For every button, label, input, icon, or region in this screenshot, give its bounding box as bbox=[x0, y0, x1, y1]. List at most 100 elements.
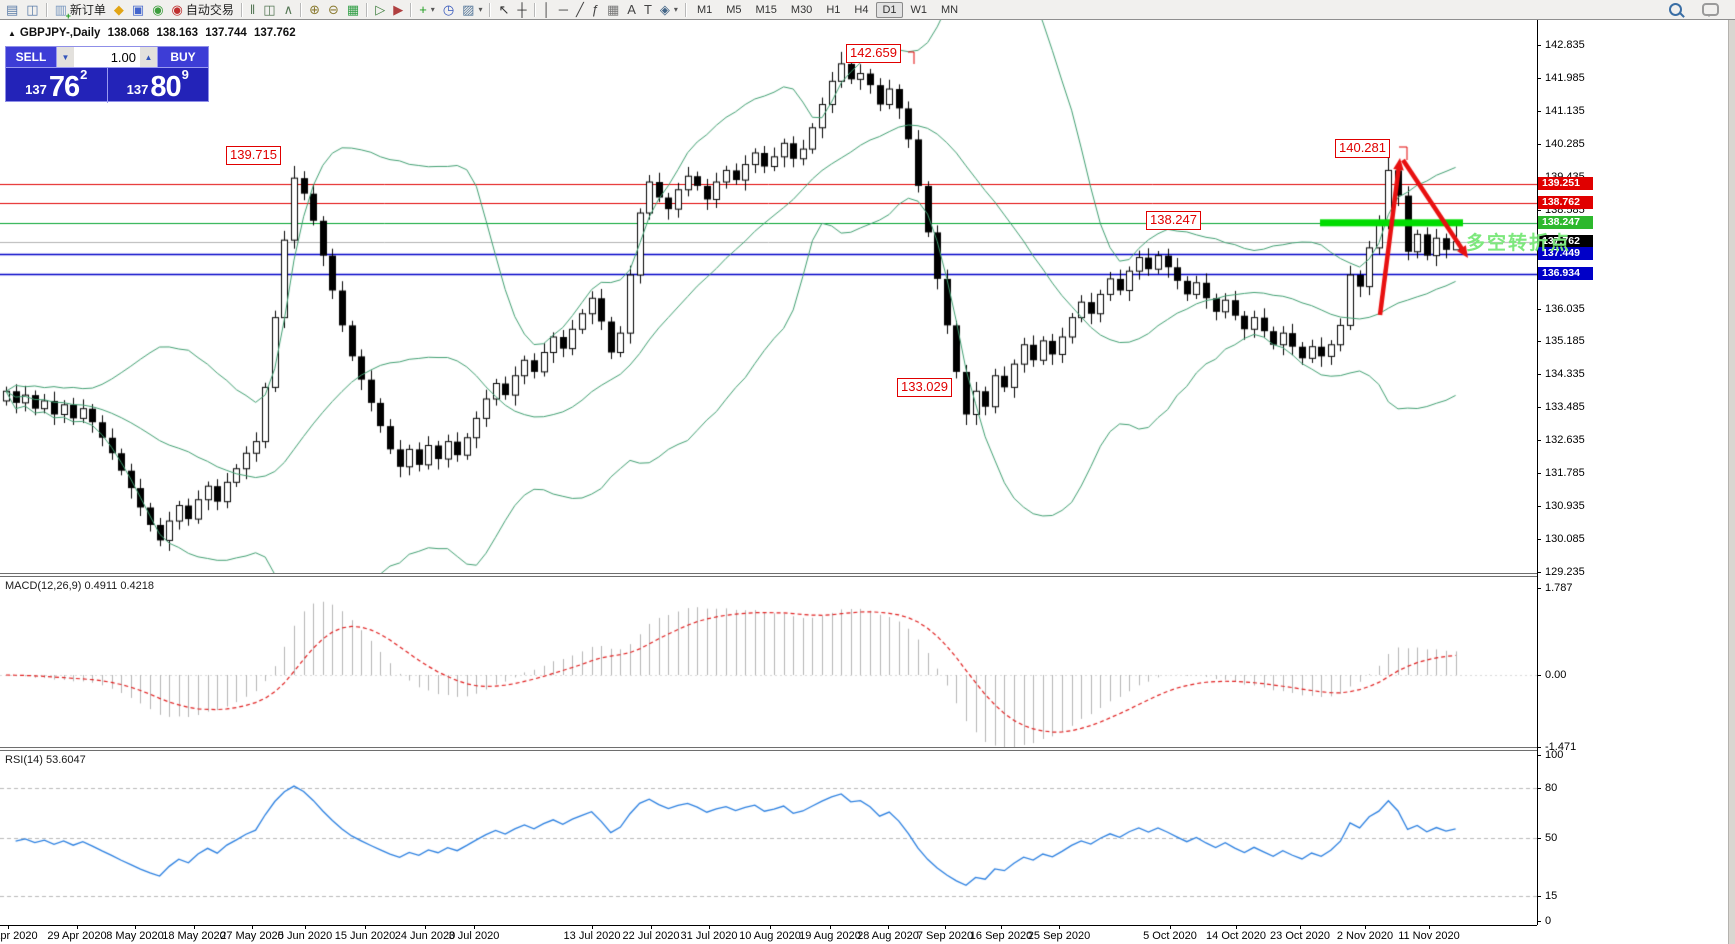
rsi-pane-canvas[interactable] bbox=[0, 751, 1537, 925]
bar-chart-mode-button[interactable]: ‖ bbox=[246, 1, 259, 19]
timeframe-m5-button[interactable]: M5 bbox=[726, 3, 742, 16]
timeframe-w1-button[interactable]: W1 bbox=[910, 3, 928, 16]
timeframe-d1-button[interactable]: D1 bbox=[876, 1, 903, 18]
horizontal-line-button[interactable]: ─ bbox=[555, 1, 572, 19]
period-clock-button[interactable]: ◷ bbox=[439, 1, 458, 19]
axis-tick-label: 80 bbox=[1545, 781, 1558, 794]
buy-button[interactable]: BUY bbox=[158, 47, 208, 67]
crosshair-button[interactable]: ┼ bbox=[513, 1, 530, 19]
date-tick-mark bbox=[1236, 926, 1237, 929]
grid-icon: ▦ bbox=[607, 1, 620, 17]
main-chart-canvas[interactable] bbox=[0, 20, 1537, 573]
timeframe-m1-button[interactable]: M1 bbox=[696, 3, 713, 16]
candlestick-mode-button[interactable]: ◫ bbox=[259, 1, 279, 19]
zoom-out-icon: ⊖ bbox=[328, 1, 339, 17]
macd-pane-canvas[interactable] bbox=[0, 577, 1537, 747]
text-button[interactable]: A bbox=[623, 1, 640, 19]
signals-button[interactable]: ◉ bbox=[148, 1, 167, 19]
buy-price[interactable]: 137 80 9 bbox=[108, 68, 209, 103]
axis-tick-mark bbox=[1537, 143, 1541, 145]
macd-indicator-label: MACD(12,26,9) 0.4911 0.4218 bbox=[5, 580, 154, 592]
new-order-label: 新订单 bbox=[69, 3, 106, 17]
signals-icon: ◉ bbox=[152, 1, 164, 17]
timeframe-h4-button[interactable]: H4 bbox=[854, 3, 869, 16]
pane-separator[interactable] bbox=[0, 747, 1537, 751]
date-tick-label: 16 Sep 2020 bbox=[969, 930, 1033, 942]
price-annotation[interactable]: 133.029 bbox=[897, 378, 952, 397]
toolbar-separator bbox=[240, 2, 243, 17]
terminal-button[interactable]: ▣ bbox=[128, 1, 148, 19]
trend-line-button[interactable]: ╱ bbox=[572, 1, 588, 19]
axis-tick-mark bbox=[1537, 374, 1541, 376]
axis-tick-label: 141.135 bbox=[1545, 104, 1585, 117]
chart-shift-button[interactable]: ▶ bbox=[389, 1, 407, 19]
timeframe-mn-button[interactable]: MN bbox=[941, 3, 959, 16]
chart-template-button[interactable]: ▨ ▾ bbox=[458, 1, 486, 19]
hline-price-tag[interactable]: 137.449 bbox=[1538, 247, 1593, 261]
axis-tick-label: 15 bbox=[1545, 890, 1558, 903]
price-annotation[interactable]: 138.247 bbox=[1146, 211, 1201, 230]
axis-tick-label: 131.785 bbox=[1545, 467, 1585, 480]
date-tick-mark bbox=[1429, 926, 1430, 929]
fibonacci-button[interactable]: ƒ bbox=[588, 1, 603, 19]
hline-price-tag[interactable]: 138.762 bbox=[1538, 196, 1593, 210]
buy-price-sup: 9 bbox=[181, 67, 189, 82]
buy-price-big: 80 bbox=[150, 71, 181, 103]
axis-tick-label: 134.335 bbox=[1545, 368, 1585, 381]
sell-button[interactable]: SELL bbox=[6, 47, 56, 67]
autotrading-button[interactable]: ◉ 自动交易 bbox=[168, 1, 238, 19]
date-tick-label: 20 Apr 2020 bbox=[0, 930, 38, 942]
timeframe-h1-button[interactable]: H1 bbox=[826, 3, 841, 16]
metaeditor-button[interactable]: ◆ bbox=[110, 1, 128, 19]
axis-tick-label: 140.285 bbox=[1545, 137, 1585, 150]
volume-control: ▼ ▲ bbox=[56, 47, 158, 67]
pane-separator[interactable] bbox=[0, 573, 1537, 577]
hline-price-tag[interactable]: 136.934 bbox=[1538, 267, 1593, 281]
sell-price-big: 76 bbox=[48, 71, 80, 103]
cursor-button[interactable]: ↖ bbox=[494, 1, 513, 19]
text-label-button[interactable]: T bbox=[640, 1, 656, 19]
axis-tick-mark bbox=[1537, 896, 1541, 898]
date-tick-mark bbox=[135, 926, 136, 929]
last-price-tag[interactable]: 137.762 bbox=[1538, 235, 1593, 249]
axis-tick-mark bbox=[1537, 572, 1541, 573]
price-annotation[interactable]: 142.659 bbox=[846, 44, 901, 63]
timeframe-m15-button[interactable]: M15 bbox=[755, 3, 777, 16]
date-tick-mark bbox=[888, 926, 889, 929]
chart-window-button[interactable]: ◫ bbox=[22, 1, 42, 19]
charts-list-button[interactable]: ▤ bbox=[2, 1, 22, 19]
hline-price-tag[interactable]: 139.251 bbox=[1538, 177, 1593, 191]
date-tick-label: 31 Jul 2020 bbox=[680, 930, 738, 942]
axis-tick-mark bbox=[1537, 176, 1541, 178]
chart-window: 142.835141.985141.135140.285139.435138.5… bbox=[0, 20, 1735, 944]
tile-windows-button[interactable]: ▦ bbox=[343, 1, 363, 19]
axis-tick-mark bbox=[1537, 921, 1541, 923]
date-tick-mark bbox=[425, 926, 426, 929]
add-indicator-button[interactable]: + ▾ bbox=[415, 1, 439, 19]
shapes-button[interactable]: ◈ ▾ bbox=[656, 1, 682, 19]
line-chart-mode-button[interactable]: ∧ bbox=[280, 1, 298, 19]
volume-decrease-button[interactable]: ▼ bbox=[57, 47, 74, 67]
community-chat-button[interactable] bbox=[1698, 1, 1723, 19]
hline-price-tag[interactable]: 138.247 bbox=[1538, 216, 1593, 230]
date-tick-label: 10 Aug 2020 bbox=[739, 930, 801, 942]
new-order-button[interactable]: ▥ + 新订单 bbox=[51, 1, 110, 21]
zoom-in-button[interactable]: ⊕ bbox=[305, 1, 324, 19]
sell-price[interactable]: 137 76 2 bbox=[6, 68, 108, 103]
price-annotation[interactable]: 140.281 bbox=[1335, 139, 1390, 158]
search-button[interactable] bbox=[1665, 1, 1686, 19]
volume-increase-button[interactable]: ▲ bbox=[140, 47, 157, 67]
vertical-line-button[interactable]: │ bbox=[539, 1, 555, 19]
volume-input[interactable] bbox=[74, 48, 140, 66]
zoom-out-button[interactable]: ⊖ bbox=[324, 1, 343, 19]
main-toolbar: ▤ ◫ ▥ + 新订单 ◆ ▣ ◉ ◉ 自动交易 ‖ ◫ ∧ ⊕ ⊖ ▦ ▷ ▶ + ▾ ◷ ▨ ▾ ↖ ┼ │ ─ ╱ ƒ ▦ A T ◈ ▾ M… bbox=[0, 0, 1735, 20]
auto-scroll-button[interactable]: ▷ bbox=[371, 1, 389, 19]
community-chat-icon bbox=[1702, 3, 1719, 17]
axis-tick-label: 1.787 bbox=[1545, 582, 1573, 594]
timeframe-m30-button[interactable]: M30 bbox=[790, 3, 813, 16]
axis-tick-mark bbox=[1537, 787, 1541, 789]
price-axis-gutter: 142.835141.985141.135140.285139.435138.5… bbox=[1537, 20, 1728, 944]
grid-button[interactable]: ▦ bbox=[603, 1, 623, 19]
turning-point-note[interactable]: 多空转折点 bbox=[1466, 233, 1572, 254]
price-annotation[interactable]: 139.715 bbox=[226, 146, 281, 165]
